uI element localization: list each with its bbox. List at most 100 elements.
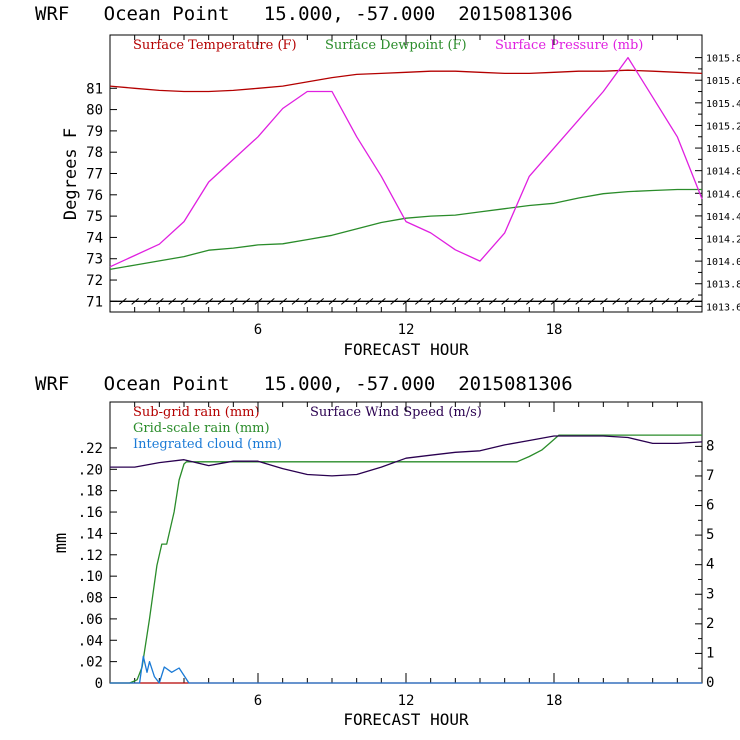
y-tick-label: .14 xyxy=(78,526,103,542)
y2-tick-label: 1014.8 xyxy=(706,167,740,178)
y-tick-label: 71 xyxy=(86,294,103,310)
y2-tick-label: 1013.6 xyxy=(706,302,740,313)
wind-barb xyxy=(538,297,546,305)
legend-entry: Integrated cloud (mm) xyxy=(133,437,282,452)
series-line-0 xyxy=(109,69,703,93)
wind-barb xyxy=(513,297,522,305)
y-tick-label: .16 xyxy=(78,505,103,521)
wind-barb xyxy=(575,297,583,305)
wind-barb xyxy=(279,297,287,305)
y-tick-label: .04 xyxy=(78,633,103,649)
y-axis-label: Degrees F xyxy=(61,128,81,220)
y-tick-label: .08 xyxy=(78,591,103,607)
wind-barb xyxy=(143,297,152,305)
y-tick-label: 0 xyxy=(95,676,103,692)
y-tick-label: 77 xyxy=(86,167,103,183)
legend: Sub-grid rain (mm)Grid-scale rain (mm)In… xyxy=(133,405,482,452)
wind-barb xyxy=(180,297,189,305)
wind-barb xyxy=(649,297,657,305)
wind-barb xyxy=(341,297,349,305)
y-tick-label: 72 xyxy=(86,273,103,289)
wind-barb xyxy=(242,297,250,305)
x-tick-label: 6 xyxy=(254,693,262,709)
series-line-2 xyxy=(109,56,703,268)
y-tick-label: 73 xyxy=(86,252,103,268)
y2-tick-label: 4 xyxy=(706,557,714,573)
y2-tick-label: 2 xyxy=(706,616,714,632)
legend-entry: Surface Wind Speed (m/s) xyxy=(310,405,482,420)
y2-tick-label: 1014.6 xyxy=(706,189,740,200)
legend-entry: Surface Temperature (F) xyxy=(133,38,297,53)
x-tick-label: 12 xyxy=(398,322,415,338)
y-tick-label: .12 xyxy=(78,548,103,564)
y2-tick-label: 1013.8 xyxy=(706,280,740,291)
y2-tick-label: 1014.4 xyxy=(706,212,740,223)
wind-barb xyxy=(131,297,139,305)
y-tick-label: 75 xyxy=(86,209,103,225)
precipitation-panel: WRF Ocean Point 15.000, -57.000 20150813… xyxy=(35,373,714,729)
y-tick-label: 78 xyxy=(86,145,103,161)
wind-barb xyxy=(624,297,633,305)
y2-tick-label: 6 xyxy=(706,498,714,514)
y-tick-label: 80 xyxy=(86,103,103,119)
temperature-panel: WRF Ocean Point 15.000, -57.000 20150813… xyxy=(35,3,740,359)
panel-title: WRF Ocean Point 15.000, -57.000 20150813… xyxy=(35,3,573,25)
x-tick-label: 18 xyxy=(546,693,563,709)
wind-barb xyxy=(661,297,670,305)
y2-tick-label: 3 xyxy=(706,586,714,602)
wind-barb xyxy=(205,297,213,305)
wind-barb xyxy=(230,297,238,305)
wind-barb xyxy=(390,297,398,305)
wind-barb xyxy=(353,297,361,305)
y-tick-label: .02 xyxy=(78,655,103,671)
x-tick-label: 18 xyxy=(546,322,563,338)
wind-barb xyxy=(217,297,226,305)
wind-barb xyxy=(304,297,312,305)
y2-tick-label: 1014.0 xyxy=(706,257,740,268)
wind-barb xyxy=(402,297,411,305)
wind-barb xyxy=(476,297,485,305)
y-tick-label: .20 xyxy=(78,462,103,478)
plot-frame xyxy=(109,34,703,313)
x-tick-label: 12 xyxy=(398,693,415,709)
y2-tick-label: 8 xyxy=(706,438,714,454)
series-group xyxy=(109,56,703,305)
legend: Surface Temperature (F) Surface Dewpoint … xyxy=(133,38,643,53)
wind-barb xyxy=(464,297,472,305)
y2-tick-label: 1015.2 xyxy=(706,121,740,132)
y2-tick-label: 1015.8 xyxy=(706,54,740,65)
axis-ticks: 6 12 180.02.04.06.08.10.12.14.16.18.20.220… xyxy=(78,402,714,709)
y2-tick-label: 1 xyxy=(706,645,714,661)
y2-tick-label: 1015.6 xyxy=(706,76,740,87)
y2-tick-label: 5 xyxy=(706,527,714,543)
panel-title: WRF Ocean Point 15.000, -57.000 20150813… xyxy=(35,373,573,395)
series-line-1 xyxy=(109,188,702,271)
x-tick-label: 6 xyxy=(254,322,262,338)
x-axis-label: FORECAST HOUR xyxy=(343,710,469,729)
y2-tick-label: 1014.2 xyxy=(706,235,740,246)
wind-barb xyxy=(686,297,694,305)
wind-barb xyxy=(378,297,386,305)
wind-barb xyxy=(168,297,176,305)
series-line-1 xyxy=(110,434,702,684)
wind-barb xyxy=(415,297,423,305)
y2-tick-label: 1015.4 xyxy=(706,99,740,110)
wind-barb xyxy=(291,297,300,305)
wind-barb xyxy=(674,297,682,305)
y-tick-label: 79 xyxy=(86,124,103,140)
legend-entry: Surface Pressure (mb) xyxy=(495,38,643,53)
y2-tick-label: 1015.0 xyxy=(706,144,740,155)
y2-tick-label: 7 xyxy=(706,468,714,484)
wind-barb xyxy=(267,297,275,305)
wind-barb xyxy=(587,297,596,305)
wind-barb xyxy=(612,297,620,305)
wind-barb xyxy=(600,297,608,305)
wind-barb xyxy=(489,297,497,305)
y-tick-label: .10 xyxy=(78,569,103,585)
wind-barb xyxy=(501,297,509,305)
wind-barb xyxy=(427,297,435,305)
legend-entry: Sub-grid rain (mm) xyxy=(133,405,260,420)
wind-barb xyxy=(365,297,374,305)
series-line-3 xyxy=(110,435,703,477)
y-tick-label: .22 xyxy=(78,441,103,457)
